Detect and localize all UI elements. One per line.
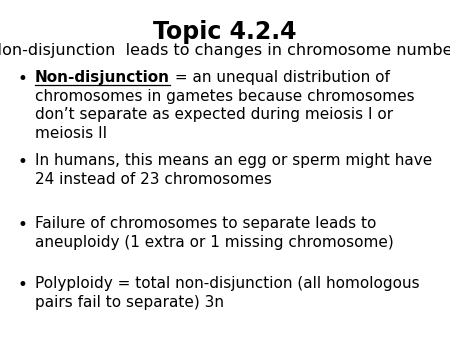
Text: •: • (18, 216, 28, 234)
Text: •: • (18, 70, 28, 88)
Text: Topic 4.2.4: Topic 4.2.4 (153, 20, 297, 44)
Text: Non-disjunction  leads to changes in chromosome number: Non-disjunction leads to changes in chro… (0, 43, 450, 58)
Text: •: • (18, 153, 28, 171)
Text: aneuploidy (1 extra or 1 missing chromosome): aneuploidy (1 extra or 1 missing chromos… (35, 235, 394, 249)
Text: don’t separate as expected during meiosis I or: don’t separate as expected during meiosi… (35, 107, 393, 122)
Text: Failure of chromosomes to separate leads to: Failure of chromosomes to separate leads… (35, 216, 376, 231)
Text: In humans, this means an egg or sperm might have: In humans, this means an egg or sperm mi… (35, 153, 432, 168)
Text: 24 instead of 23 chromosomes: 24 instead of 23 chromosomes (35, 171, 272, 187)
Text: •: • (18, 276, 28, 294)
Text: Non-disjunction: Non-disjunction (35, 70, 170, 85)
Text: = an unequal distribution of: = an unequal distribution of (170, 70, 390, 85)
Text: meiosis II: meiosis II (35, 125, 107, 141)
Text: chromosomes in gametes because chromosomes: chromosomes in gametes because chromosom… (35, 89, 414, 103)
Text: pairs fail to separate) 3n: pairs fail to separate) 3n (35, 294, 224, 310)
Text: Polyploidy = total non-disjunction (all homologous: Polyploidy = total non-disjunction (all … (35, 276, 419, 291)
